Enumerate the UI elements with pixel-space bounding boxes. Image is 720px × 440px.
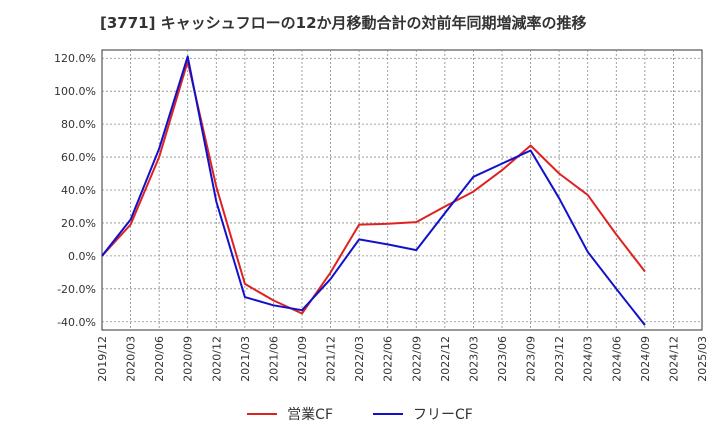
x-tick-label: 2023/03	[467, 336, 480, 382]
x-tick-label: 2024/09	[639, 336, 652, 382]
series-line-free-cf	[101, 55, 646, 326]
legend-label-free-cf: フリーCF	[413, 407, 473, 423]
legend-item-free-cf: フリーCF	[373, 404, 473, 424]
x-tick-label: 2023/09	[525, 336, 538, 382]
x-tick-label: 2021/09	[296, 336, 309, 382]
y-tick-label: 40.0%	[61, 184, 96, 197]
y-tick-label: 120.0%	[54, 52, 96, 65]
x-tick-label: 2023/06	[496, 336, 509, 382]
x-tick-label: 2020/03	[125, 336, 138, 382]
y-tick-label: -40.0%	[57, 316, 96, 329]
y-tick-label: 60.0%	[61, 151, 96, 164]
x-tick-label: 2022/09	[410, 336, 423, 382]
x-tick-label: 2022/03	[353, 336, 366, 382]
legend: 営業CF フリーCF	[0, 404, 720, 424]
x-tick-label: 2021/03	[239, 336, 252, 382]
x-tick-label: 2024/06	[610, 336, 623, 382]
x-tick-label: 2024/03	[582, 336, 595, 382]
y-tick-label: 0.0%	[68, 250, 96, 263]
x-tick-label: 2023/12	[553, 336, 566, 382]
chart-title: [3771] キャッシュフローの12か月移動合計の対前年同期増減率の推移	[100, 14, 587, 32]
y-tick-label: -20.0%	[57, 283, 96, 296]
x-tick-label: 2020/12	[210, 336, 223, 382]
x-tick-label: 2021/06	[267, 336, 280, 382]
legend-swatch-free-cf	[373, 413, 403, 415]
legend-label-operating-cf: 営業CF	[287, 407, 333, 423]
x-tick-label: 2020/06	[153, 336, 166, 382]
x-tick-label: 2024/12	[667, 336, 680, 382]
y-tick-label: 100.0%	[54, 85, 96, 98]
x-tick-label: 2022/12	[439, 336, 452, 382]
y-tick-label: 80.0%	[61, 118, 96, 131]
y-tick-label: 20.0%	[61, 217, 96, 230]
x-tick-label: 2019/12	[96, 336, 109, 382]
legend-item-operating-cf: 営業CF	[247, 404, 333, 424]
x-tick-label: 2025/03	[696, 336, 709, 382]
x-tick-label: 2022/06	[382, 336, 395, 382]
x-tick-label: 2021/12	[325, 336, 338, 382]
legend-swatch-operating-cf	[247, 413, 278, 415]
x-tick-label: 2020/09	[182, 336, 195, 382]
